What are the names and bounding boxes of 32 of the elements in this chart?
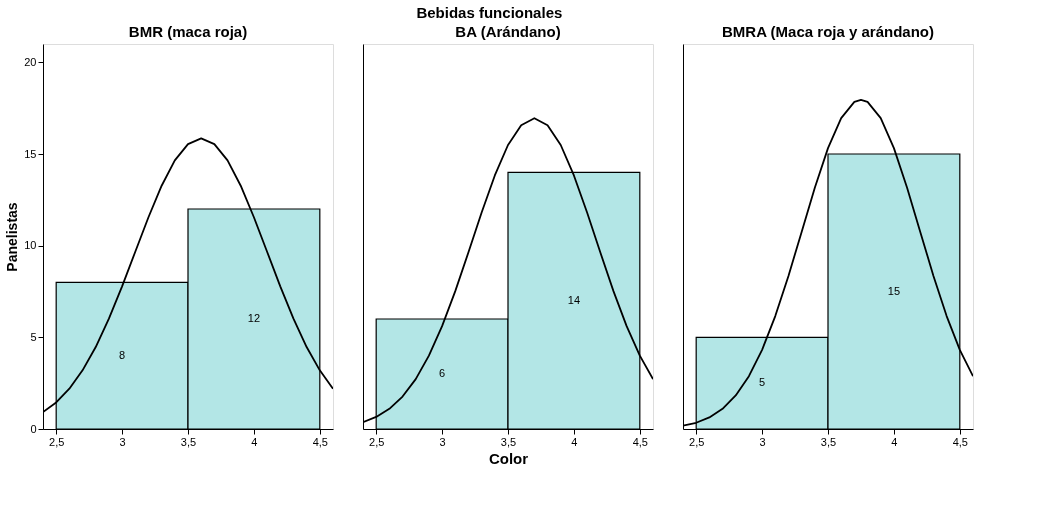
x-tick-label: 4 xyxy=(891,435,898,448)
data-label: 8 xyxy=(119,348,126,361)
data-label: 15 xyxy=(887,284,901,297)
x-tick-label: 2,5 xyxy=(369,435,385,448)
x-tick-label: 4,5 xyxy=(952,435,968,448)
x-tick-label: 3,5 xyxy=(180,435,197,448)
y-tick-label: 10 xyxy=(24,239,37,252)
x-tick-label: 2,5 xyxy=(689,435,705,448)
x-tick-label: 3,5 xyxy=(820,435,837,448)
x-tick-label: 4 xyxy=(251,435,258,448)
x-tick-label: 2,5 xyxy=(49,435,65,448)
chart-title: BMRA (Maca roja y arándano) xyxy=(722,23,934,40)
data-label: 5 xyxy=(759,376,766,389)
y-tick-label: 15 xyxy=(24,147,37,160)
x-tick-label: 4,5 xyxy=(312,435,328,448)
chart-title: BA (Arándano) xyxy=(455,23,561,40)
x-tick-label: 3 xyxy=(759,435,766,448)
x-tick-label: 3 xyxy=(119,435,126,448)
x-tick-label: 3,5 xyxy=(500,435,517,448)
data-label: 14 xyxy=(567,293,581,306)
y-axis-title: Panelistas xyxy=(4,202,21,272)
y-tick-label: 5 xyxy=(30,330,37,343)
x-tick-label: 4,5 xyxy=(632,435,648,448)
x-axis-title: Color xyxy=(488,449,529,467)
chart-title: BMR (maca roja) xyxy=(128,23,248,40)
x-tick-label: 3 xyxy=(439,435,446,448)
data-label: 6 xyxy=(439,367,446,379)
text: Bebidas funcionales xyxy=(416,3,563,21)
y-tick-label: 20 xyxy=(24,55,37,68)
y-tick-label: 0 xyxy=(30,422,37,435)
data-label: 12 xyxy=(247,312,261,324)
x-tick-label: 4 xyxy=(571,435,578,448)
